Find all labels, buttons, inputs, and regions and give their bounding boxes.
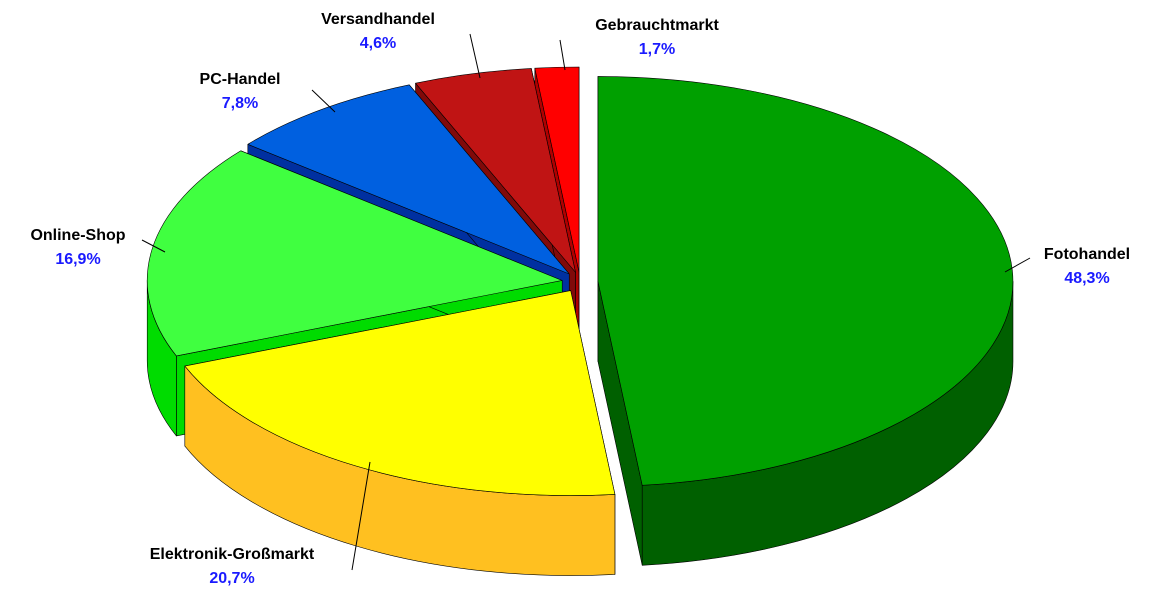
slice — [415, 68, 576, 273]
leader-line — [351, 461, 371, 571]
slice-value-label: 48,3% — [1064, 270, 1109, 287]
slice-value-label: 1,7% — [639, 41, 675, 58]
leader-line — [141, 239, 166, 253]
slice-label: Gebrauchtmarkt — [595, 17, 719, 34]
slice-value-label: 20,7% — [209, 570, 254, 587]
slice — [184, 290, 616, 496]
slice-value-label: 4,6% — [360, 35, 396, 52]
leader-line — [559, 39, 566, 71]
slice — [534, 66, 580, 273]
slice-label: Fotohandel — [1044, 246, 1130, 263]
slice-value-label: 7,8% — [222, 95, 258, 112]
slice — [146, 150, 563, 357]
slice-label: Versandhandel — [321, 11, 435, 28]
slice-label: Online-Shop — [30, 227, 125, 244]
leader-line — [469, 33, 481, 79]
slice — [597, 76, 1014, 486]
slice — [247, 84, 570, 275]
leader-line — [311, 89, 336, 113]
slice-label: PC-Handel — [200, 71, 281, 88]
slice-value-label: 16,9% — [55, 251, 100, 268]
leader-line — [1004, 257, 1031, 273]
slice-label: Elektronik-Großmarkt — [150, 546, 315, 563]
